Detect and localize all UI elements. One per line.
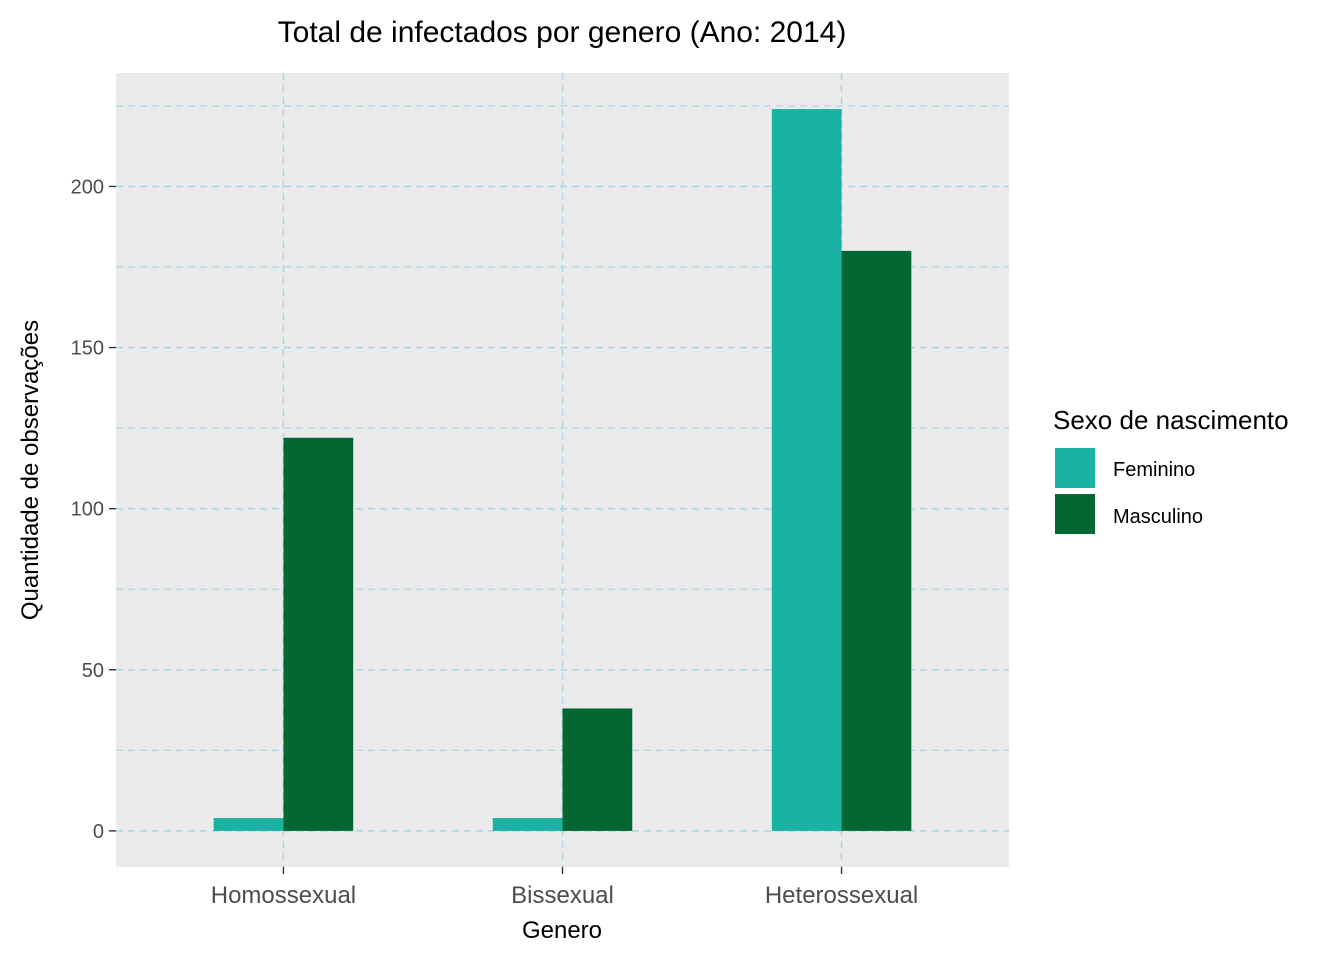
- x-tick-label-2: Heterossexual: [765, 882, 918, 909]
- bar-masculino-bissexual: [562, 708, 633, 831]
- bars: [213, 109, 912, 831]
- legend-swatch-feminino: [1055, 448, 1095, 488]
- axes: 0 50 100 150 200 Homossexual Bissexual Heteross…: [71, 176, 919, 909]
- legend-label-masculino: Masculino: [1113, 506, 1203, 528]
- y-tick-label-4: 200: [71, 176, 104, 198]
- x-tick-label-0: Homossexual: [211, 882, 356, 909]
- y-axis-title: Quantidade de observações: [17, 320, 44, 620]
- legend-item-feminino: Feminino: [1053, 446, 1195, 490]
- legend-title: Sexo de nascimento: [1053, 405, 1289, 435]
- legend: Sexo de nascimento Feminino Masculino: [1053, 405, 1289, 536]
- legend-item-masculino: Masculino: [1053, 492, 1203, 536]
- x-tick-label-1: Bissexual: [511, 882, 614, 909]
- legend-label-feminino: Feminino: [1113, 459, 1195, 481]
- legend-swatch-masculino: [1055, 494, 1095, 534]
- y-tick-label-3: 150: [71, 338, 104, 360]
- bar-masculino-homossexual: [283, 437, 354, 831]
- y-tick-label-2: 100: [71, 499, 104, 521]
- y-tick-label-1: 50: [82, 660, 104, 682]
- chart-title: Total de infectados por genero (Ano: 201…: [278, 16, 847, 49]
- bar-masculino-heterossexual: [841, 250, 912, 831]
- bar-feminino-heterossexual: [771, 109, 842, 831]
- y-tick-label-0: 0: [93, 821, 104, 843]
- bar-feminino-homossexual: [213, 818, 284, 831]
- x-axis-title: Genero: [522, 917, 602, 944]
- bar-feminino-bissexual: [492, 818, 563, 831]
